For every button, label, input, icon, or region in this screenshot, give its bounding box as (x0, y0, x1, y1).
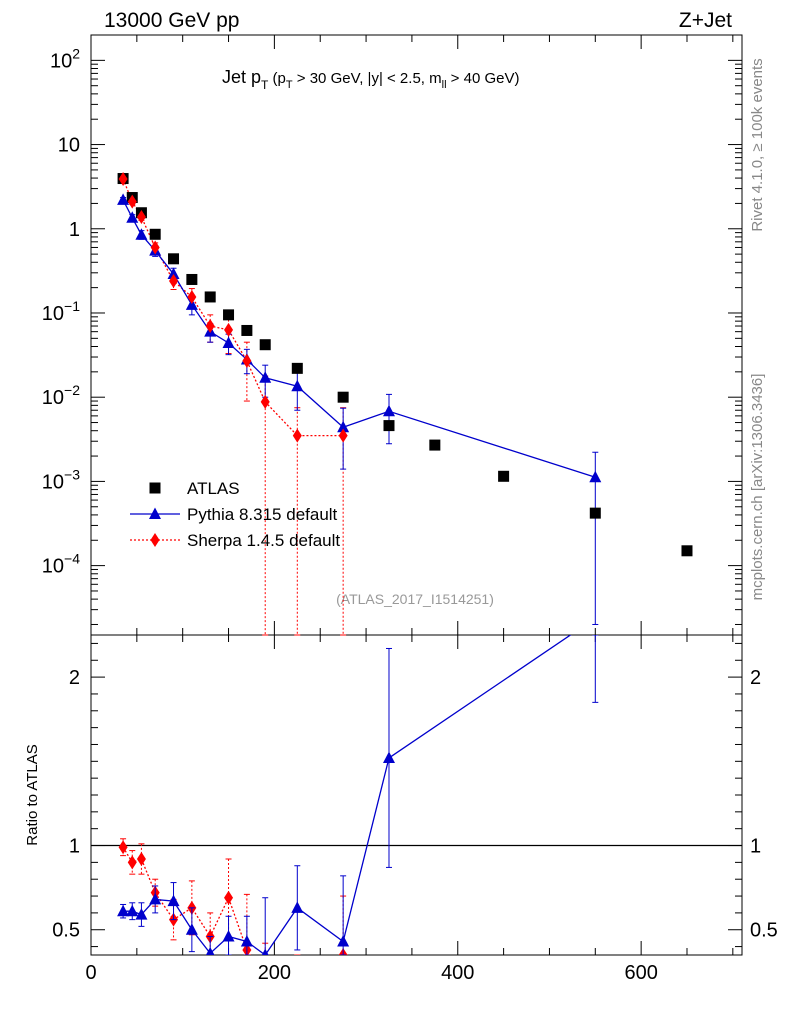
sherpa-point (205, 319, 215, 334)
sherpa-point (242, 353, 252, 368)
atlas-point (241, 324, 253, 336)
x-tick-label: 400 (441, 962, 474, 984)
y-tick-label: 10−3 (42, 466, 80, 493)
legend-sherpa-marker (150, 533, 160, 547)
title-cut2: > 40 GeV) (447, 70, 520, 87)
pythia-ratio-point (382, 751, 395, 763)
sherpa-point (224, 322, 234, 337)
atlas-point (291, 362, 303, 374)
atlas-point (168, 253, 180, 265)
legend: ATLAS Pythia 8.315 default Sherpa 1.4.5 de… (130, 479, 340, 550)
sherpa-ratio-point (224, 890, 234, 905)
pythia-ratio-line (123, 635, 572, 955)
title-main: Jet p (222, 67, 261, 87)
atlas-point (429, 439, 441, 451)
axes-group: 0 200 400 600 102 10 1 10−1 10−2 10−3 10−4 0.5 0.5 1 1… (42, 34, 778, 984)
atlas-point (383, 420, 395, 432)
pythia-ratio-point (240, 935, 253, 947)
pythia-point (382, 404, 395, 417)
y-tick-label: 10 (58, 135, 80, 157)
ratio-series-group (117, 635, 599, 955)
sherpa-point (150, 240, 160, 255)
x-tick-label: 0 (85, 962, 96, 984)
sherpa-point (292, 428, 302, 443)
ratio-y-tick-label-right: 0.5 (750, 920, 778, 942)
atlas-point (149, 228, 161, 240)
sherpa-point (136, 209, 146, 224)
atlas-point (223, 309, 235, 321)
pythia-point (337, 420, 350, 433)
atlas-point (589, 507, 601, 519)
sherpa-point (169, 273, 179, 288)
sherpa-point (118, 171, 128, 186)
x-tick-label: 200 (258, 962, 291, 984)
pythia-point (222, 336, 235, 349)
title-open-sub: T (286, 79, 293, 91)
pythia-point (185, 298, 198, 310)
sherpa-ratio-point (136, 852, 146, 866)
pythia-point (589, 470, 602, 483)
pythia-point (167, 267, 180, 280)
legend-atlas-label: ATLAS (187, 479, 240, 498)
y-tick-label: 1 (69, 219, 80, 241)
sherpa-ratio-point (118, 840, 128, 855)
analysis-id: (ATLAS_2017_I1514251) (336, 591, 494, 607)
pythia-ratio-point (167, 894, 180, 907)
pythia-point (117, 193, 130, 205)
legend-sherpa-label: Sherpa 1.4.5 default (187, 531, 340, 550)
energy-label: 13000 GeV pp (104, 9, 239, 32)
sherpa-point (127, 194, 137, 209)
pythia-ratio-point (261, 948, 269, 955)
x-tick-label: 600 (624, 962, 657, 984)
pythia-ratio-point (117, 904, 130, 917)
pythia-ratio-point (222, 929, 235, 942)
atlas-point (681, 545, 693, 557)
process-label: Z+Jet (679, 9, 732, 32)
atlas-point (337, 391, 349, 403)
legend-atlas-marker (149, 482, 161, 494)
atlas-point (204, 291, 216, 303)
title-cut1: > 30 GeV, |y| < 2.5, m (293, 70, 442, 87)
pythia-ratio-point (205, 946, 215, 955)
title-main-sub: T (261, 78, 269, 92)
y-tick-label: 102 (50, 45, 80, 72)
source-label: mcplots.cern.ch [arXiv:1306.3436] (749, 374, 766, 601)
title-cut1-sub: ll (442, 79, 447, 91)
sherpa-line (122, 178, 344, 437)
pythia-ratio-series (117, 635, 599, 955)
pythia-point (126, 211, 139, 223)
main-series-group (117, 171, 693, 636)
rivet-version-label: Rivet 4.1.0, ≥ 100k events (749, 58, 766, 231)
sherpa-point (338, 428, 348, 443)
pythia-point (259, 371, 272, 383)
pythia-point (291, 379, 304, 392)
sherpa-point (260, 394, 270, 409)
ratio-axis-label: Ratio to ATLAS (24, 744, 41, 845)
plot-title: Jet pT (pT > 30 GeV, |y| < 2.5, mll > 40… (222, 67, 519, 92)
ratio-y-tick-label: 2 (69, 667, 80, 689)
y-tick-label: 10−2 (42, 382, 80, 409)
pythia-ratio-point (135, 908, 148, 920)
legend-pythia-marker (149, 507, 161, 519)
sherpa-ratio-point (127, 855, 137, 870)
pythia-ratio-point (291, 901, 304, 913)
ratio-y-tick-label-right: 2 (750, 667, 761, 689)
y-tick-label: 10−1 (42, 298, 80, 325)
sherpa-point (187, 289, 197, 304)
title-open: (p (268, 70, 286, 87)
pythia-point (135, 228, 148, 240)
legend-pythia-label: Pythia 8.315 default (187, 505, 338, 524)
atlas-point (186, 273, 198, 285)
pythia-ratio-point (337, 935, 350, 947)
pythia-ratio-point (126, 904, 139, 917)
ratio-y-tick-label: 0.5 (52, 920, 80, 942)
atlas-point (259, 339, 271, 351)
ratio-y-tick-label-right: 1 (750, 836, 761, 858)
pythia-ratio-point (149, 892, 162, 905)
ratio-y-tick-label: 1 (69, 836, 80, 858)
atlas-point (498, 470, 510, 482)
pythia-ratio-point (185, 923, 198, 935)
y-tick-label: 10−4 (42, 551, 80, 578)
